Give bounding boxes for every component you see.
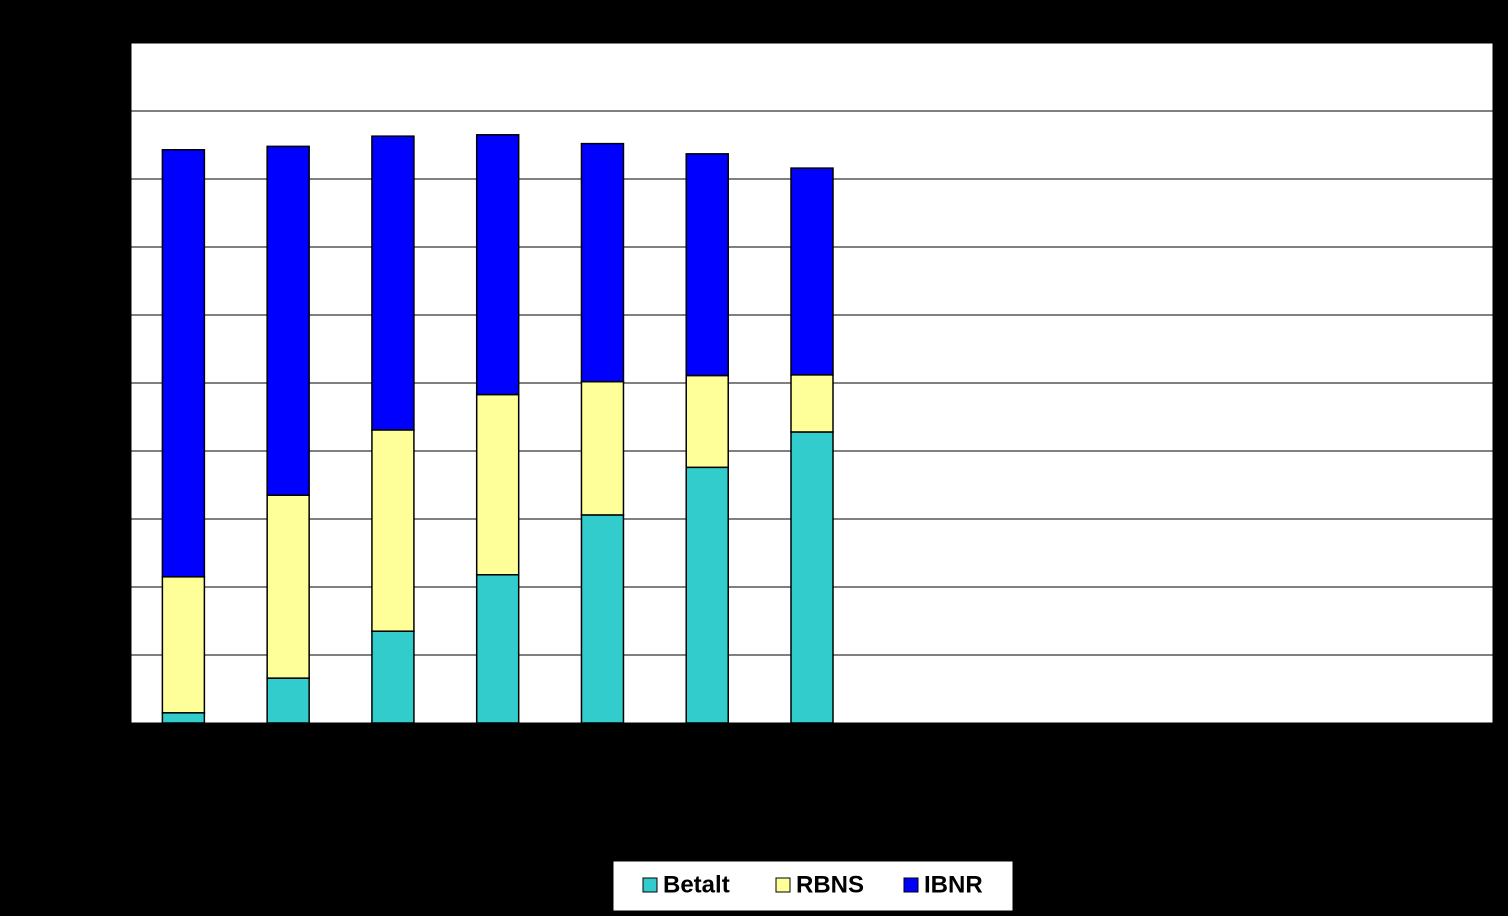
legend: Betalt RBNS IBNR [612, 860, 1014, 912]
bar-segment [371, 630, 415, 724]
y-tick-label: 90 [105, 102, 123, 119]
bar-segment [580, 142, 625, 383]
bar-segment [266, 494, 310, 679]
y-tick-label: 20 [105, 578, 123, 595]
bar-segment [371, 429, 415, 632]
bar-segment [685, 153, 729, 377]
bar-segment [475, 134, 520, 396]
bar-segment [266, 677, 310, 724]
y-tick-label: 0 [114, 714, 123, 731]
y-tick-label: 50 [105, 374, 123, 391]
legend-swatch [775, 877, 791, 893]
y-tick-label: 60 [105, 306, 123, 323]
legend-label: Betalt [663, 871, 730, 898]
bar-segment [790, 167, 834, 376]
legend-label: RBNS [796, 871, 864, 898]
bar-segment [161, 576, 206, 714]
y-tick-label: 70 [105, 238, 123, 255]
bar-segment [161, 712, 206, 724]
bar-segment [475, 574, 520, 724]
bar-segment [685, 374, 729, 469]
y-tick-label: 100 [96, 34, 123, 51]
legend-swatch [903, 877, 919, 893]
y-tick-label: 30 [105, 510, 123, 527]
legend-box [612, 860, 1014, 912]
bar-segment [580, 380, 625, 516]
bar-segment [475, 393, 520, 576]
bar-segment [790, 431, 834, 724]
legend-swatch [642, 877, 658, 893]
bar-segment [266, 145, 310, 496]
bar-segment [371, 135, 415, 431]
bar-segment [580, 514, 625, 724]
bar-segment [685, 466, 729, 724]
bar-segment [161, 149, 206, 578]
y-tick-label: 80 [105, 170, 123, 187]
y-tick-label: 10 [105, 646, 123, 663]
y-tick-label: 40 [105, 442, 123, 459]
legend-label: IBNR [924, 871, 983, 898]
bar-segment [790, 374, 834, 433]
